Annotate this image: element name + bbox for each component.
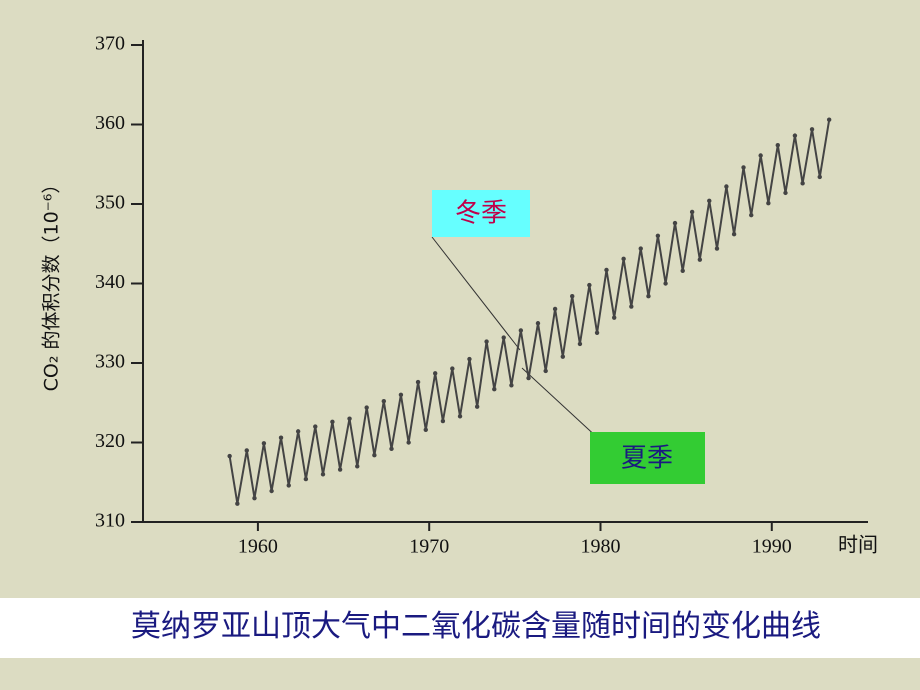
data-point	[587, 282, 592, 288]
data-point	[330, 419, 335, 425]
data-point	[252, 495, 257, 501]
data-point	[689, 209, 695, 215]
data-point	[474, 404, 480, 409]
data-point	[484, 339, 489, 344]
caption: 莫纳罗亚山顶大气中二氧化碳含量随时间的变化曲线	[131, 610, 821, 643]
data-point	[440, 418, 446, 424]
annotation: 冬季	[455, 199, 507, 229]
data-point	[646, 294, 651, 299]
data-point	[707, 198, 712, 204]
data-point	[381, 398, 387, 404]
x-tick-label: 1990	[752, 536, 792, 558]
data-point	[629, 304, 634, 309]
data-point	[467, 356, 472, 362]
data-point	[509, 383, 514, 388]
data-point	[347, 416, 352, 421]
data-point	[672, 220, 678, 226]
data-point	[432, 371, 438, 376]
data-point	[457, 414, 463, 419]
data-point	[372, 453, 377, 458]
data-point	[570, 294, 575, 299]
y-tick-label: 350	[95, 192, 125, 214]
data-point	[714, 246, 720, 251]
data-point	[313, 424, 318, 429]
x-tick-label: 1960	[238, 536, 278, 558]
data-point	[621, 256, 626, 262]
data-point	[244, 448, 249, 453]
data-point	[604, 267, 609, 273]
y-tick-label: 370	[95, 33, 125, 55]
x-tick-label: 1980	[580, 536, 620, 558]
y-tick-label: 340	[95, 271, 125, 293]
data-point	[817, 174, 822, 180]
data-point	[577, 341, 583, 347]
data-point	[783, 190, 788, 196]
data-point	[450, 366, 455, 371]
annotation-leader	[521, 367, 601, 441]
data-point	[697, 257, 703, 262]
data-point	[731, 232, 737, 237]
data-point	[303, 476, 309, 482]
data-point	[680, 268, 685, 273]
data-point	[398, 392, 404, 397]
data-point	[337, 467, 343, 472]
y-tick-label: 330	[95, 351, 125, 373]
data-point	[552, 306, 558, 312]
data-point	[286, 483, 291, 488]
y-tick-label: 360	[95, 112, 125, 134]
annotation-leader	[431, 236, 521, 351]
data-point	[320, 472, 326, 477]
data-point	[741, 165, 746, 170]
data-point	[775, 142, 780, 148]
y-tick-label: 310	[95, 510, 125, 532]
data-point	[724, 184, 729, 189]
data-point	[663, 281, 668, 286]
data-point	[415, 379, 421, 385]
data-point	[389, 446, 394, 452]
caption-band	[0, 598, 920, 658]
data-point	[518, 328, 524, 333]
x-tick-label: 1970	[409, 536, 449, 558]
data-point	[364, 405, 369, 410]
data-point	[501, 335, 506, 340]
data-point	[809, 127, 815, 132]
data-point	[758, 153, 763, 158]
y-tick-label: 320	[95, 430, 125, 452]
data-point	[535, 321, 541, 326]
data-point	[235, 501, 240, 506]
annotation: 夏季	[621, 444, 673, 474]
data-point	[638, 246, 643, 251]
data-point	[800, 181, 805, 186]
data-point	[526, 375, 531, 381]
data-point	[269, 488, 274, 494]
data-point	[543, 368, 548, 374]
data-point	[423, 427, 428, 432]
data-point	[766, 201, 771, 206]
data-point	[295, 429, 301, 434]
data-point	[492, 387, 497, 392]
y-axis-label: CO₂ 的体积分数（10⁻⁶）	[41, 175, 63, 392]
data-point	[655, 233, 661, 238]
data-point	[611, 315, 617, 320]
data-point	[406, 440, 411, 445]
data-point	[749, 212, 754, 218]
data-point	[560, 354, 566, 359]
annotation-box	[590, 432, 705, 484]
data-point	[227, 453, 232, 459]
data-point	[261, 441, 267, 446]
data-point	[792, 133, 798, 138]
data-point	[594, 330, 600, 335]
annotation-box	[432, 190, 530, 237]
x-axis-label: 时间	[838, 533, 878, 557]
data-point	[355, 464, 360, 469]
data-point	[826, 117, 832, 122]
data-point	[278, 435, 284, 440]
